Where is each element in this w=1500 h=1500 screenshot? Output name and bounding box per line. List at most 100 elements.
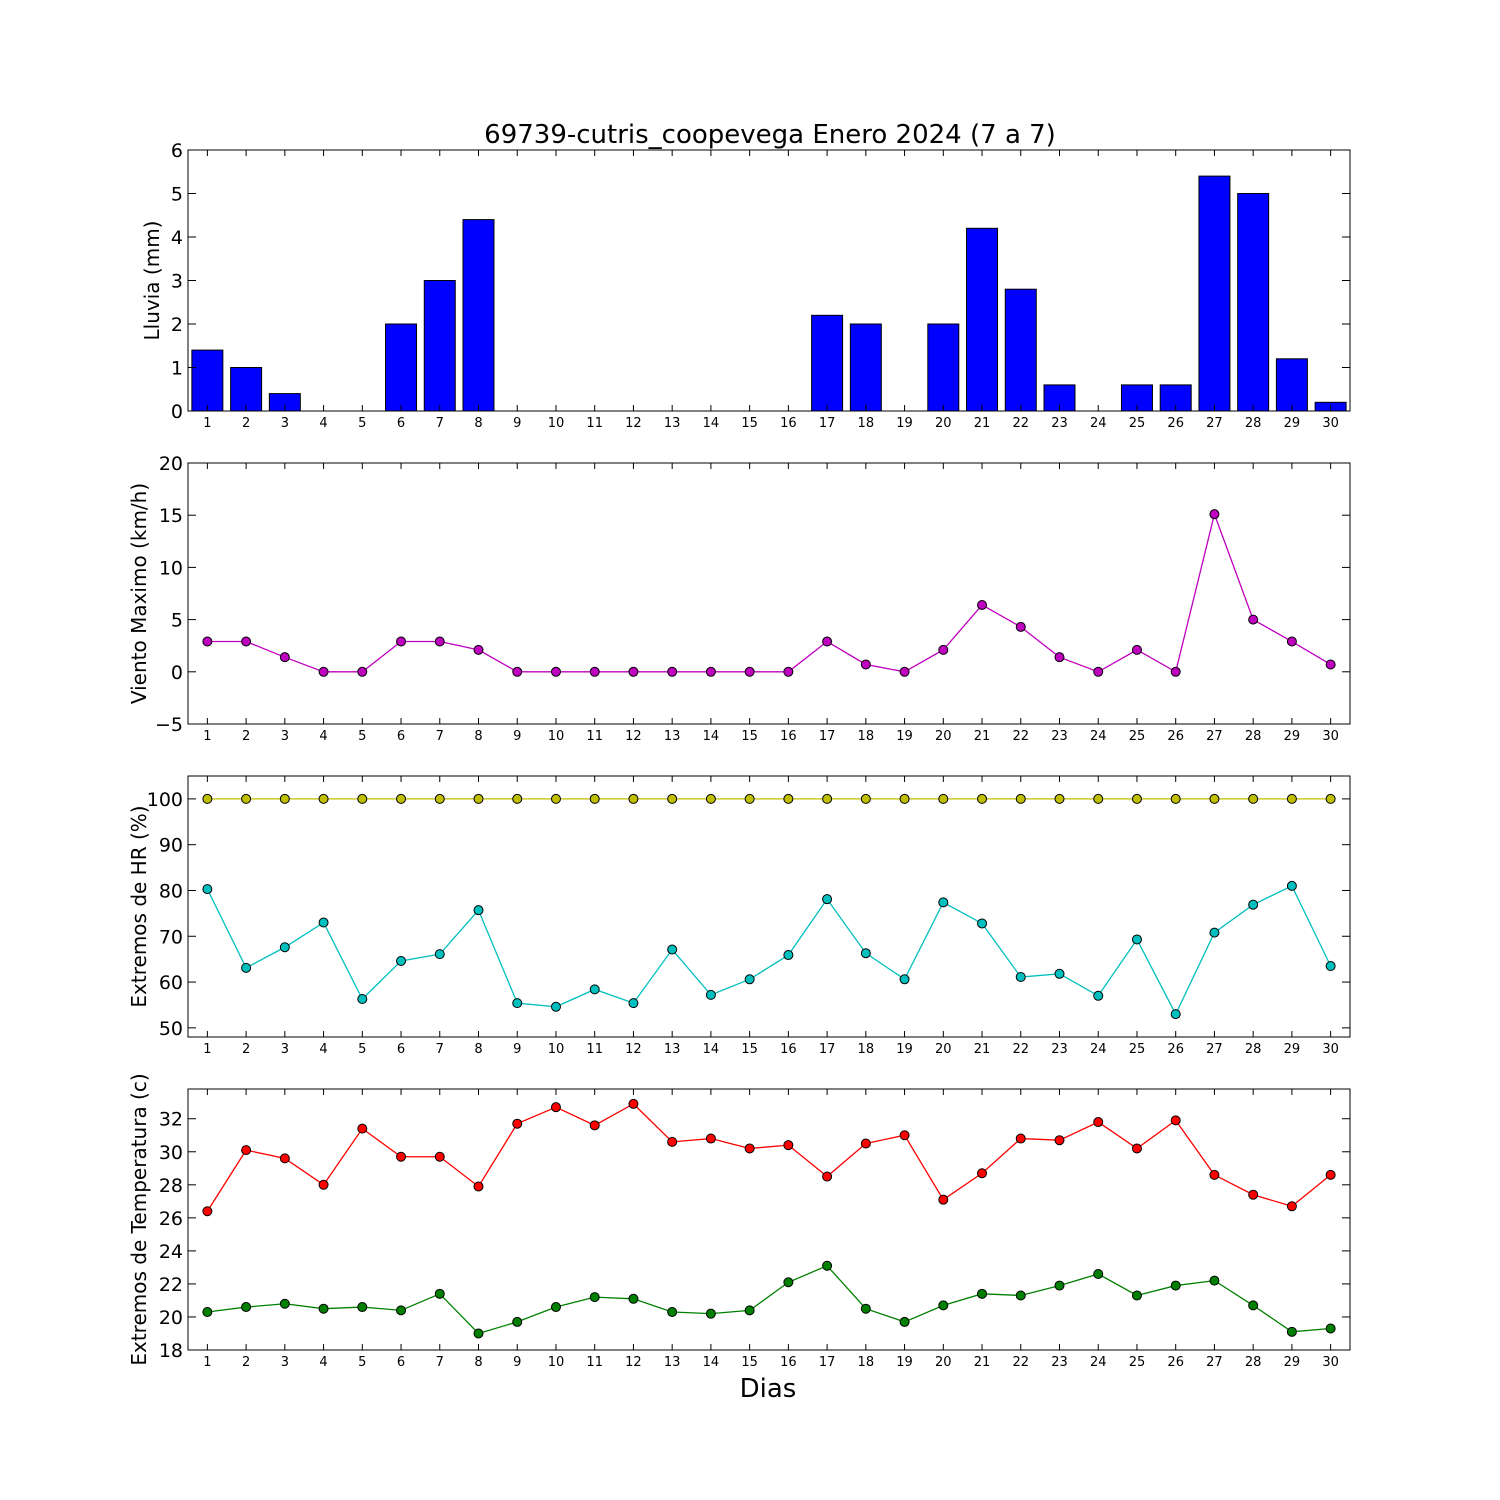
data-point xyxy=(938,793,949,804)
bar xyxy=(385,323,418,412)
x-tick-label: 12 xyxy=(625,1042,642,1057)
x-tick-label: 7 xyxy=(436,416,444,431)
x-tick-label: 23 xyxy=(1051,416,1068,431)
data-point xyxy=(1131,1290,1142,1301)
x-tick-label: 13 xyxy=(664,416,681,431)
y-axis-label: Lluvia (mm) xyxy=(140,221,164,341)
x-tick-label: 19 xyxy=(896,1355,913,1370)
x-tick-label: 13 xyxy=(664,1042,681,1057)
data-point xyxy=(589,984,600,995)
data-point xyxy=(550,1102,561,1113)
x-tick-label: 23 xyxy=(1051,729,1068,744)
y-tick-label: 30 xyxy=(159,1142,183,1164)
x-tick-label: 13 xyxy=(664,729,681,744)
data-point xyxy=(1093,1269,1104,1280)
x-tick-label: 2 xyxy=(242,729,250,744)
y-axis-label: Extremos de Temperatura (c) xyxy=(127,1073,151,1365)
data-point xyxy=(434,1288,445,1299)
x-tick-label: 30 xyxy=(1322,1042,1339,1057)
data-point xyxy=(589,1120,600,1131)
data-point xyxy=(1093,666,1104,677)
data-point xyxy=(1286,1201,1297,1212)
y-tick-label: 1 xyxy=(171,358,183,380)
data-point xyxy=(783,1140,794,1151)
x-tick-label: 7 xyxy=(436,1042,444,1057)
data-point xyxy=(1054,1280,1065,1291)
y-tick-label: 3 xyxy=(171,271,183,293)
data-point xyxy=(977,918,988,929)
x-tick-label: 14 xyxy=(703,1355,720,1370)
x-tick-label: 19 xyxy=(896,729,913,744)
data-point xyxy=(241,962,252,973)
data-point xyxy=(512,793,523,804)
data-point xyxy=(473,1328,484,1339)
x-tick-label: 30 xyxy=(1322,1355,1339,1370)
data-point xyxy=(1131,644,1142,655)
data-point xyxy=(241,1302,252,1313)
data-point xyxy=(744,666,755,677)
x-tick-label: 22 xyxy=(1012,416,1029,431)
y-tick-label: 90 xyxy=(159,835,183,857)
data-point xyxy=(705,1308,716,1319)
data-point xyxy=(202,1206,213,1217)
y-axis-label: Viento Maximo (km/h) xyxy=(127,483,151,704)
x-tick-label: 23 xyxy=(1051,1355,1068,1370)
data-point xyxy=(1093,990,1104,1001)
x-tick-label: 3 xyxy=(281,1355,289,1370)
data-point xyxy=(396,955,407,966)
x-tick-label: 10 xyxy=(548,416,565,431)
data-point xyxy=(1325,659,1336,670)
data-point xyxy=(357,1302,368,1313)
y-tick-label: 5 xyxy=(171,184,183,206)
x-tick-label: 12 xyxy=(625,1355,642,1370)
x-tick-label: 29 xyxy=(1284,1355,1301,1370)
plot-frame xyxy=(187,775,1351,1038)
x-tick-label: 6 xyxy=(397,729,405,744)
data-point xyxy=(279,1153,290,1164)
data-point xyxy=(860,793,871,804)
y-tick-label: 5 xyxy=(171,610,183,632)
x-tick-label: 10 xyxy=(548,1355,565,1370)
chart-panel-2: 1 2 3 4 5 6 7 8 9 10 11 12 13 14 15 16 17 18 19 20 21 22 23 24 2… xyxy=(127,453,1351,744)
y-tick-label: 6 xyxy=(171,140,183,162)
x-tick-label: 20 xyxy=(935,1042,952,1057)
y-tick-label: 26 xyxy=(159,1208,183,1230)
data-point xyxy=(705,1133,716,1144)
x-tick-label: 7 xyxy=(436,729,444,744)
chart-title: 69739-cutris_coopevega Enero 2024 (7 a 7… xyxy=(484,120,1056,150)
x-tick-label: 4 xyxy=(319,416,327,431)
data-point xyxy=(512,1118,523,1129)
x-tick-label: 3 xyxy=(281,416,289,431)
data-point xyxy=(279,942,290,953)
data-point xyxy=(667,1136,678,1147)
data-point xyxy=(318,1179,329,1190)
x-tick-label: 1 xyxy=(203,416,211,431)
data-point xyxy=(977,1288,988,1299)
bar xyxy=(1198,175,1231,412)
data-point xyxy=(860,1303,871,1314)
x-tick-label: 14 xyxy=(703,1042,720,1057)
data-point xyxy=(744,974,755,985)
data-point xyxy=(473,905,484,916)
data-point xyxy=(667,666,678,677)
y-tick-label: 70 xyxy=(159,926,183,948)
data-point xyxy=(1015,972,1026,983)
data-point xyxy=(1131,934,1142,945)
x-tick-label: 17 xyxy=(819,1042,836,1057)
data-point xyxy=(202,793,213,804)
data-point xyxy=(1325,1169,1336,1180)
data-point xyxy=(1170,1115,1181,1126)
x-tick-label: 17 xyxy=(819,1355,836,1370)
data-point xyxy=(667,944,678,955)
x-tick-label: 22 xyxy=(1012,1355,1029,1370)
x-tick-label: 10 xyxy=(548,1042,565,1057)
x-tick-label: 12 xyxy=(625,729,642,744)
x-tick-label: 21 xyxy=(974,1042,991,1057)
data-point xyxy=(1170,1009,1181,1020)
y-tick-label: 2 xyxy=(171,314,183,336)
data-point xyxy=(860,948,871,959)
data-point xyxy=(1286,793,1297,804)
x-tick-label: 12 xyxy=(625,416,642,431)
x-tick-label: 4 xyxy=(319,1355,327,1370)
data-point xyxy=(628,666,639,677)
